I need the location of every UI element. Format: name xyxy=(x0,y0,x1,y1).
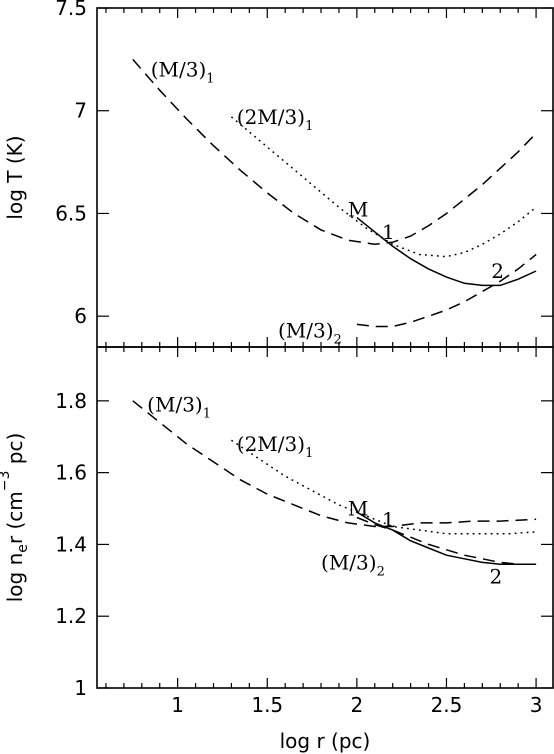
x-tick-label: 3 xyxy=(530,693,543,717)
curve-annotation: (M/3)1 xyxy=(147,392,211,421)
x-tick-label: 2 xyxy=(350,693,363,717)
curve-annotation: 2 xyxy=(491,259,504,283)
curve-dashed-bottom xyxy=(356,516,537,565)
curve-annotation: (M/3)2 xyxy=(321,550,385,579)
y-tick-label: 1.6 xyxy=(55,461,87,485)
y-tick-label: 1 xyxy=(74,676,87,700)
curve-annotation: 2 xyxy=(489,565,502,589)
x-tick-label: 1.5 xyxy=(251,693,283,717)
y-tick-label: 6.5 xyxy=(55,201,87,225)
y-tick-label: 7 xyxy=(74,99,87,123)
curve-annotation: (2M/3)1 xyxy=(237,105,314,134)
curve-annotation: 1 xyxy=(382,220,395,244)
y-tick-label: 1.4 xyxy=(55,532,87,556)
curve-annotation: M xyxy=(348,197,368,221)
plot-frame-bottom xyxy=(96,346,554,689)
curve-dashed-top xyxy=(132,58,537,246)
y-tick-label: 1.2 xyxy=(55,604,87,628)
curve-dotted-bottom xyxy=(230,439,537,535)
curve-dashed-top xyxy=(356,253,537,328)
curve-dashed-bottom xyxy=(132,400,537,528)
curve-annotation: 1 xyxy=(382,507,395,531)
y-axis-label: log T (K) xyxy=(3,135,27,219)
curve-annotation: (M/3)1 xyxy=(151,58,215,87)
curve-solid-top xyxy=(356,217,537,287)
x-tick-label: 2.5 xyxy=(431,693,463,717)
curve-annotation: M xyxy=(348,497,368,521)
curve-solid-bottom xyxy=(356,511,537,565)
curve-annotation: (M/3)2 xyxy=(278,319,342,348)
x-tick-label: 1 xyxy=(171,693,184,717)
y-tick-label: 6 xyxy=(74,304,87,328)
y-axis-label: log ner (cm−3 pc) xyxy=(0,433,31,603)
y-tick-label: 7.5 xyxy=(55,0,87,20)
x-axis-label: log r (pc) xyxy=(280,729,371,753)
y-tick-label: 1.8 xyxy=(55,389,87,413)
curve-annotation: (2M/3)1 xyxy=(237,432,314,461)
